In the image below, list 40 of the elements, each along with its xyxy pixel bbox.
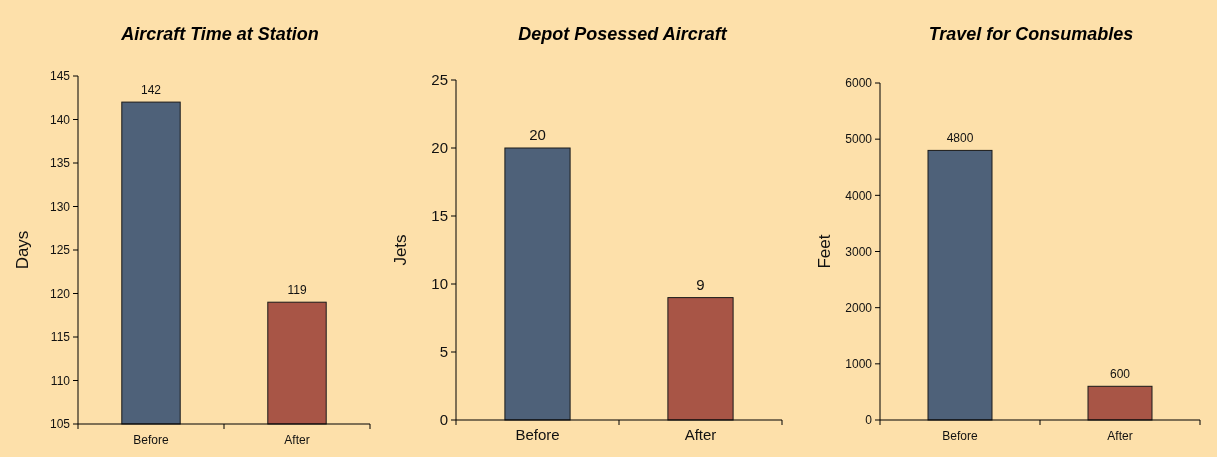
y-tick-label: 115	[50, 330, 71, 345]
y-tick-label: 25	[431, 71, 448, 89]
y-axis-title: Jets	[391, 234, 410, 266]
data-label: 4800	[946, 131, 974, 146]
y-tick-label: 125	[49, 243, 71, 258]
y-tick-label: 3000	[845, 244, 873, 259]
y-tick-label: 120	[49, 286, 71, 301]
x-tick-label: Before	[942, 429, 978, 443]
y-tick-label: 4000	[845, 188, 873, 203]
x-tick-label: Before	[515, 426, 560, 443]
y-tick-label: 105	[49, 417, 71, 432]
y-tick-label: 15	[431, 207, 448, 225]
y-tick-label: 130	[49, 199, 71, 214]
data-label: 142	[140, 83, 162, 98]
y-tick-label: 6000	[845, 76, 873, 91]
y-tick-label: 5	[439, 343, 448, 361]
data-label: 600	[1109, 367, 1131, 382]
x-tick-label: After	[684, 426, 717, 443]
data-label: 20	[529, 126, 546, 143]
y-axis-title: Days	[13, 230, 32, 270]
y-tick-label: 5000	[845, 132, 873, 147]
chart-title: Travel for Consumables	[928, 24, 1134, 44]
y-axis-title: Feet	[815, 234, 834, 269]
y-tick-label: 20	[431, 139, 448, 157]
x-tick-label: After	[284, 433, 310, 447]
y-tick-label: 2000	[845, 300, 873, 315]
y-tick-label: 1000	[845, 357, 873, 372]
y-tick-label: 0	[865, 413, 873, 428]
data-label: 9	[696, 275, 705, 293]
y-tick-label: 140	[49, 112, 71, 127]
y-tick-label: 145	[49, 69, 71, 84]
y-tick-label: 110	[50, 373, 71, 388]
chart-title: Aircraft Time at Station	[120, 24, 319, 44]
y-tick-label: 0	[439, 411, 448, 429]
x-tick-label: After	[1107, 429, 1133, 443]
x-tick-label: Before	[133, 433, 169, 447]
y-tick-label: 10	[431, 275, 448, 293]
data-label: 119	[287, 283, 307, 298]
y-tick-label: 135	[49, 156, 71, 171]
chart-title: Depot Posessed Aircraft	[518, 24, 728, 44]
